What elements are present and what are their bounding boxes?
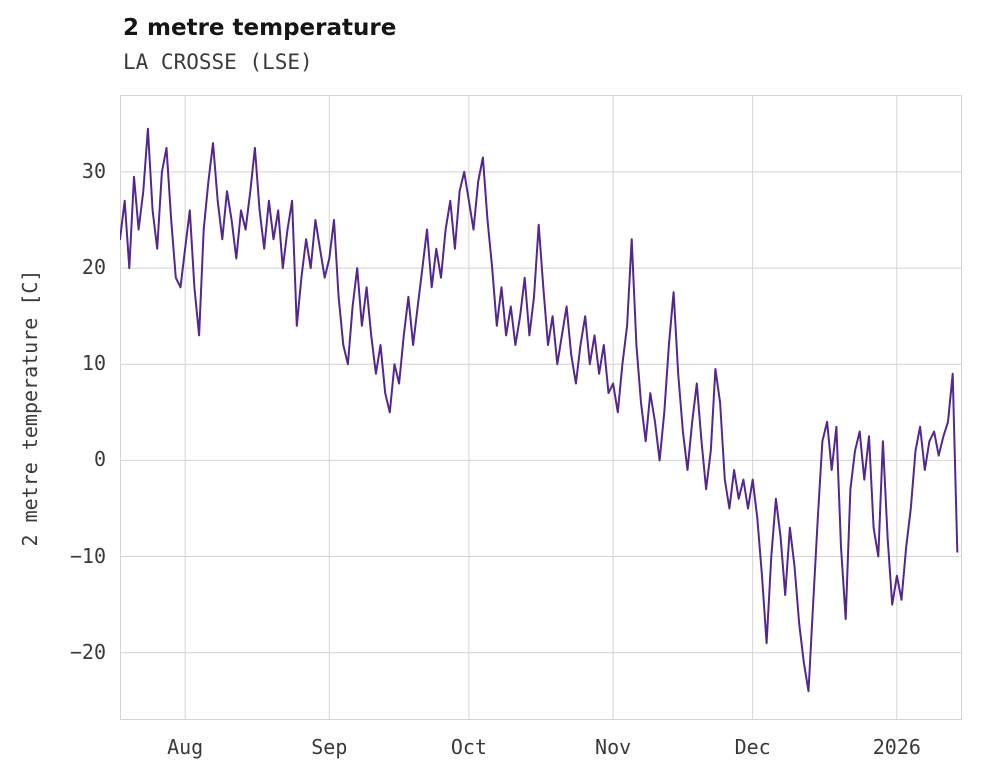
y-tick-label: 20: [81, 255, 106, 280]
plot-area: [120, 95, 962, 720]
x-tick-label: Sep: [311, 735, 348, 759]
x-tick-label: 2026: [872, 735, 921, 759]
y-axis-label: 2 metre temperature [C]: [18, 269, 42, 547]
y-tick-label: 10: [81, 351, 106, 376]
y-tick-label: 0: [93, 447, 106, 472]
y-tick-label: −20: [69, 639, 106, 664]
y-tick-label: −10: [69, 543, 106, 568]
chart-title: 2 metre temperature: [123, 15, 397, 41]
y-tick-label: 30: [81, 158, 106, 183]
x-tick-label: Dec: [734, 735, 771, 759]
chart-subtitle: LA CROSSE (LSE): [123, 50, 313, 74]
x-tick-label: Oct: [450, 735, 487, 759]
x-tick-label: Aug: [167, 735, 204, 759]
plot-frame: [120, 95, 962, 720]
x-tick-label: Nov: [595, 735, 632, 759]
temperature-line: [120, 127, 959, 693]
